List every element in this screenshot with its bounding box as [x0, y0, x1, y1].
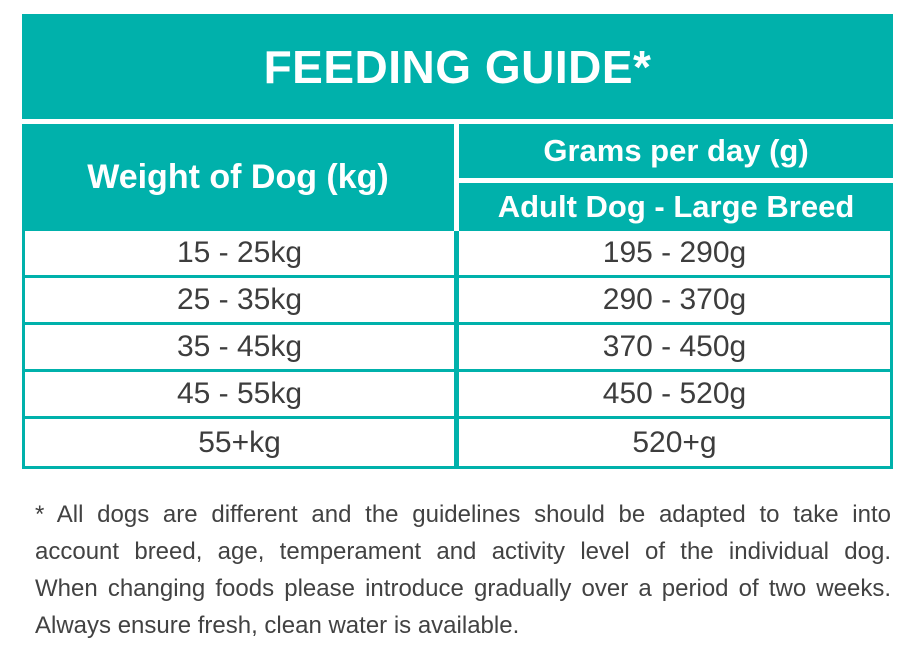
- feeding-guide-table: FEEDING GUIDE* Weight of Dog (kg) Grams …: [22, 14, 893, 469]
- table-row: 55+kg 520+g: [25, 419, 890, 466]
- grams-range-cell: 290 - 370g: [454, 278, 890, 322]
- table-row: 15 - 25kg 195 - 290g: [25, 231, 890, 278]
- weight-range-cell: 35 - 45kg: [176, 330, 303, 363]
- table-row: 25 - 35kg 290 - 370g: [25, 278, 890, 325]
- footnote-line: When changing foods please introduce gra…: [35, 575, 891, 602]
- weight-range-cell: 25 - 35kg: [176, 283, 303, 316]
- weight-range-cell: 15 - 25kg: [176, 236, 303, 269]
- footnote-line: account breed, age, temperament and acti…: [35, 538, 891, 565]
- table-row: 35 - 45kg 370 - 450g: [25, 325, 890, 372]
- grams-range-cell: 520+g: [454, 419, 890, 466]
- table-header: Weight of Dog (kg) Grams per day (g) Adu…: [22, 124, 893, 231]
- grams-range-cell: 370 - 450g: [454, 325, 890, 369]
- weight-column-header: Weight of Dog (kg): [22, 124, 454, 231]
- feeding-guide-title: FEEDING GUIDE*: [22, 14, 893, 119]
- table-body: 15 - 25kg 195 - 290g 25 - 35kg 290 - 370…: [22, 231, 893, 469]
- adult-dog-subheader: Adult Dog - Large Breed: [459, 183, 893, 231]
- footnote-line: * All dogs are different and the guideli…: [35, 501, 891, 528]
- weight-range-cell: 45 - 55kg: [176, 377, 303, 410]
- table-row: 45 - 55kg 450 - 520g: [25, 372, 890, 419]
- grams-column-header-group: Grams per day (g) Adult Dog - Large Bree…: [459, 124, 893, 231]
- grams-per-day-header: Grams per day (g): [459, 124, 893, 178]
- divider: [22, 119, 893, 124]
- weight-range-cell: 55+kg: [198, 425, 281, 459]
- footnote-line: Always ensure fresh, clean water is avai…: [35, 612, 520, 639]
- divider: [454, 124, 459, 231]
- grams-range-cell: 195 - 290g: [454, 231, 890, 275]
- feeding-guide-footnote: * All dogs are different and the guideli…: [35, 496, 891, 644]
- grams-range-cell: 450 - 520g: [454, 372, 890, 416]
